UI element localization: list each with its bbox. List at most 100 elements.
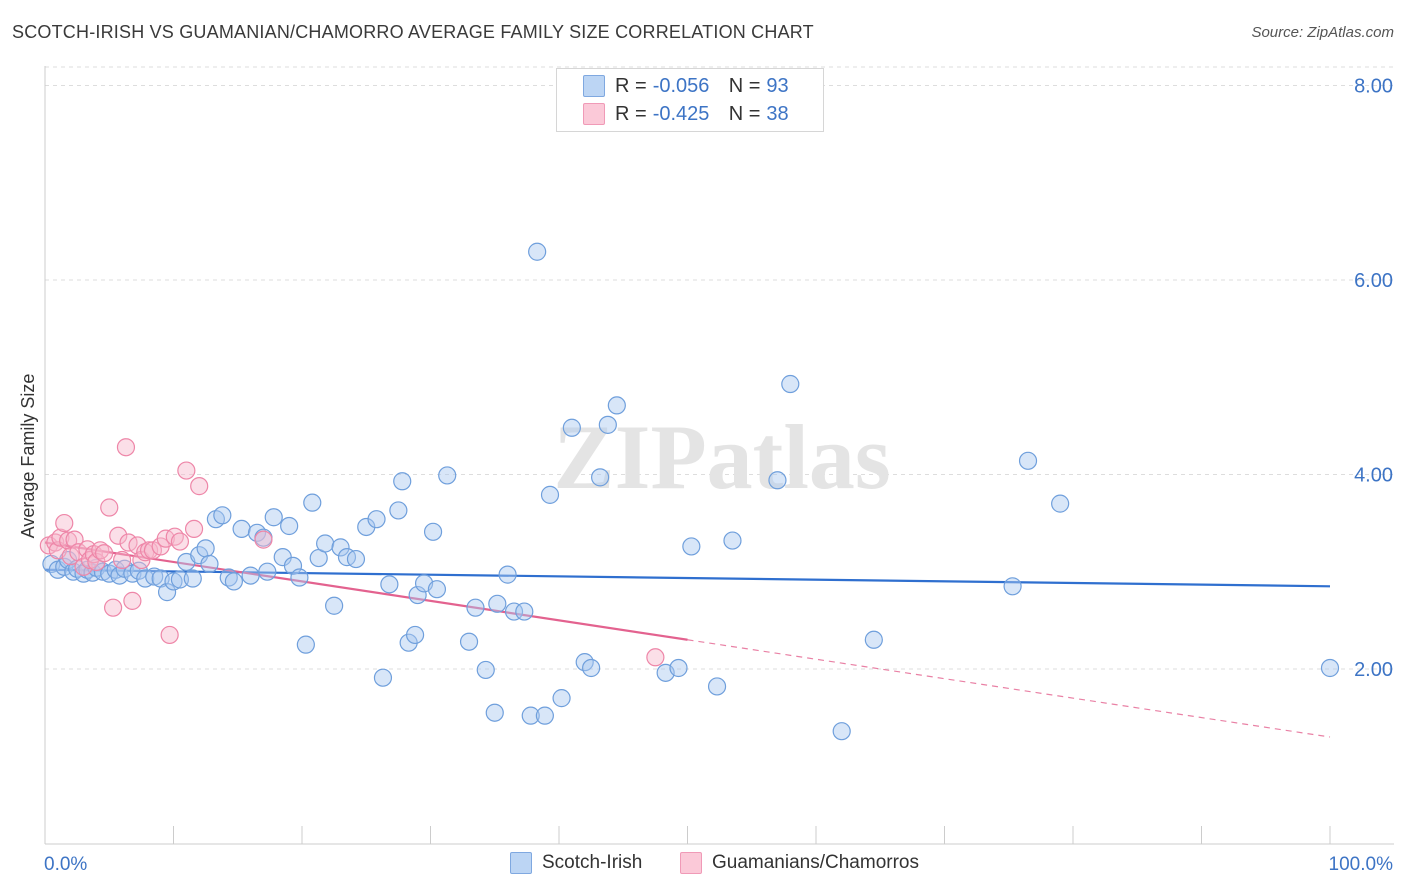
point-scotch-irish	[280, 516, 299, 536]
n-value-scotch-irish: 93	[766, 74, 789, 97]
legend-swatch-scotch-irish	[510, 852, 532, 874]
point-scotch-irish	[264, 508, 283, 527]
point-guamanian	[112, 550, 132, 570]
point-scotch-irish	[438, 466, 457, 485]
legend-row-scotch-irish: R = -0.056 N = 93	[583, 73, 789, 99]
point-guamanian	[646, 648, 665, 667]
point-scotch-irish	[485, 703, 504, 722]
n-label: N =	[728, 74, 761, 97]
point-guamanian	[95, 544, 114, 563]
chart-title: SCOTCH-IRISH VS GUAMANIAN/CHAMORRO AVERA…	[12, 22, 814, 42]
point-scotch-irish	[427, 580, 447, 599]
point-scotch-irish	[540, 485, 560, 504]
watermark: ZIPatlas	[553, 406, 890, 508]
point-guamanian	[116, 438, 136, 457]
point-scotch-irish	[607, 396, 626, 415]
y-tick-label: 6.00	[1354, 270, 1393, 292]
point-scotch-irish	[316, 534, 335, 553]
point-scotch-irish	[200, 554, 219, 574]
point-guamanian	[100, 498, 119, 517]
point-scotch-irish	[196, 539, 215, 558]
point-guamanian	[184, 519, 204, 539]
point-scotch-irish	[145, 567, 164, 586]
point-scotch-irish	[337, 548, 357, 567]
point-scotch-irish	[515, 602, 534, 621]
point-scotch-irish	[408, 585, 427, 605]
point-guamanian	[123, 591, 142, 610]
point-guamanian	[59, 531, 78, 550]
point-scotch-irish	[183, 569, 202, 588]
y-axis-label: Average Family Size	[18, 374, 38, 539]
point-scotch-irish	[864, 630, 883, 649]
point-scotch-irish	[498, 565, 517, 584]
point-scotch-irish	[552, 689, 571, 708]
point-scotch-irish	[582, 658, 601, 678]
point-scotch-irish	[466, 598, 485, 617]
point-guamanian	[190, 477, 209, 496]
point-scotch-irish	[373, 668, 393, 687]
point-scotch-irish	[303, 493, 322, 512]
point-scotch-irish	[389, 501, 408, 520]
tick-labels: 2.00 4.00 6.00 8.00 0.0% 100.0%	[44, 75, 1393, 875]
point-scotch-irish	[1018, 451, 1038, 470]
n-value-guamanian: 38	[766, 102, 789, 125]
x-tick-label-max: 100.0%	[1329, 854, 1394, 875]
legend-label-guamanian: Guamanians/Chamorros	[712, 852, 919, 873]
axes	[44, 66, 1394, 845]
point-scotch-irish	[258, 562, 277, 581]
point-scotch-irish	[331, 538, 350, 557]
point-scotch-irish	[781, 374, 800, 394]
point-scotch-irish	[241, 566, 260, 585]
point-scotch-irish	[488, 594, 507, 613]
point-scotch-irish	[290, 568, 309, 587]
legend-row-guamanian: R = -0.425 N = 38	[583, 101, 789, 127]
r-value-guamanian: -0.425	[652, 102, 710, 125]
point-scotch-irish	[707, 677, 727, 696]
point-scotch-irish	[669, 658, 688, 678]
y-tick-label: 8.00	[1354, 75, 1393, 97]
point-scotch-irish	[476, 660, 495, 680]
point-guamanian	[177, 461, 196, 480]
point-scotch-irish	[157, 583, 177, 602]
point-scotch-irish	[213, 506, 232, 525]
point-scotch-irish	[232, 519, 251, 539]
point-guamanian	[165, 527, 184, 546]
point-scotch-irish	[393, 472, 412, 491]
point-scotch-irish	[136, 569, 155, 588]
point-scotch-irish	[224, 572, 243, 591]
point-scotch-irish	[1003, 577, 1022, 596]
trend-lines	[44, 541, 1331, 738]
point-scotch-irish	[682, 537, 701, 556]
legend-label-scotch-irish: Scotch-Irish	[542, 852, 643, 873]
y-tick-label: 4.00	[1354, 464, 1393, 486]
legend-item-guamanian: Guamanians/Chamorros	[680, 852, 919, 874]
data-points	[39, 242, 1340, 741]
point-scotch-irish	[405, 625, 425, 645]
r-label: R =	[615, 74, 647, 97]
point-guamanian	[160, 625, 179, 645]
point-guamanian	[156, 529, 175, 548]
point-scotch-irish	[723, 531, 742, 550]
point-scotch-irish	[562, 418, 581, 437]
point-scotch-irish	[164, 572, 183, 591]
point-scotch-irish	[283, 556, 303, 575]
point-scotch-irish	[521, 706, 540, 725]
point-scotch-irish	[296, 635, 315, 654]
r-label: R =	[615, 102, 647, 125]
point-guamanian	[254, 530, 273, 549]
point-scotch-irish	[591, 468, 610, 487]
point-scotch-irish	[832, 722, 851, 741]
n-label: N =	[728, 102, 761, 125]
point-guamanian	[55, 513, 74, 533]
point-scotch-irish	[528, 242, 547, 261]
legend-swatch-guamanian	[583, 103, 605, 125]
legend-item-scotch-irish: Scotch-Irish	[510, 852, 642, 874]
series-legend: Scotch-Irish Guamanians/Chamorros	[0, 852, 1406, 878]
y-tick-label: 2.00	[1354, 659, 1393, 681]
point-guamanian	[139, 541, 159, 560]
point-scotch-irish	[768, 471, 787, 490]
source-label: Source: ZipAtlas.com	[1251, 24, 1394, 41]
r-value-scotch-irish: -0.056	[652, 74, 710, 97]
point-guamanian	[109, 526, 128, 545]
